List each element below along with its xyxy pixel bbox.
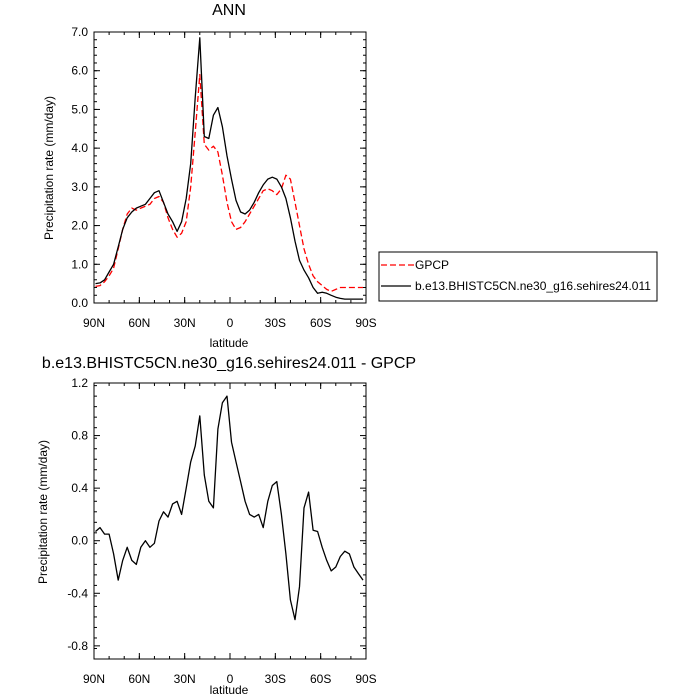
x-tick-label: 60S [310,316,331,330]
y-tick-label: 1.2 [71,376,88,390]
series-line-0 [95,395,364,621]
series-line-1 [95,37,363,300]
x-tick-label: 30S [265,672,286,686]
series-group-bottom [95,395,364,621]
x-tick-label: 90S [355,672,376,686]
y-tick-label: -0.4 [67,586,88,600]
chart-ann: ANN 0.0 1.0 2.0 3.0 4.0 5.0 6.0 7.0 90N 60N 30N 0 3… [42,2,377,350]
plot-frame-top [93,31,367,304]
x-axis-ticks-bottom: 90N 60N 30N 0 30S 60S 90S [83,383,377,686]
y-tick-label: 5.0 [71,102,88,116]
x-axis-ticks-top: 90N 60N 30N 0 30S 60S 90S [83,32,377,330]
x-tick-label: 90N [83,672,105,686]
y-axis-label-top: Precipitation rate (mm/day) [42,96,56,240]
y-tick-label: 1.0 [71,257,88,271]
x-tick-label: 0 [227,672,234,686]
y-tick-label: 7.0 [71,25,88,39]
legend-box [378,251,658,302]
series-line-0 [95,73,363,293]
x-axis-label-top: latitude [210,336,249,350]
legend: GPCP b.e13.BHISTC5CN.ne30_g16.sehires24.… [378,251,658,302]
y-axis-ticks-bottom: -0.8 -0.4 0.0 0.4 0.8 1.2 [67,376,366,660]
x-tick-label: 30S [265,316,286,330]
x-tick-label: 60S [310,672,331,686]
series-group-top [95,37,363,300]
legend-label-model: b.e13.BHISTC5CN.ne30_g16.sehires24.011 [415,279,651,293]
y-tick-label: 0.4 [71,481,88,495]
y-tick-label: 4.0 [71,141,88,155]
x-tick-label: 90S [355,316,376,330]
legend-label-gpcp: GPCP [415,258,449,272]
chart-difference: b.e13.BHISTC5CN.ne30_g16.sehires24.011 -… [36,355,416,697]
y-tick-label: 3.0 [71,180,88,194]
y-axis-label-bottom: Precipitation rate (mm/day) [36,440,50,584]
x-tick-label: 60N [128,672,150,686]
chart-title-bottom: b.e13.BHISTC5CN.ne30_g16.sehires24.011 -… [42,355,416,372]
x-tick-label: 0 [227,316,234,330]
y-tick-label: -0.8 [67,639,88,653]
y-tick-label: 0.8 [71,429,88,443]
x-tick-label: 30N [174,672,196,686]
x-tick-label: 30N [174,316,196,330]
y-tick-label: 0.0 [71,296,88,310]
chart-title-top: ANN [212,2,246,19]
y-axis-ticks-top: 0.0 1.0 2.0 3.0 4.0 5.0 6.0 7.0 [71,25,366,310]
x-axis-label-bottom: latitude [210,683,249,697]
x-tick-label: 90N [83,316,105,330]
x-tick-label: 60N [128,316,150,330]
y-tick-label: 0.0 [71,534,88,548]
y-tick-label: 6.0 [71,64,88,78]
y-tick-label: 2.0 [71,219,88,233]
